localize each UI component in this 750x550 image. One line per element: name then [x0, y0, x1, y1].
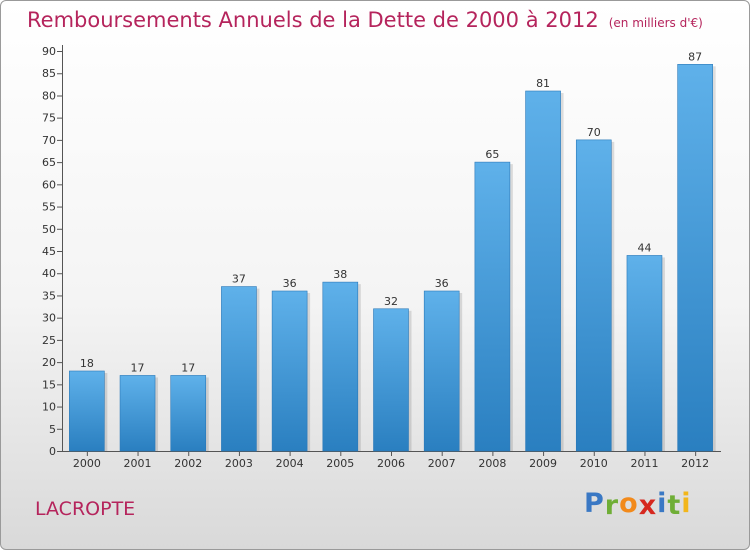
x-tick-label-2007: 2007: [428, 457, 456, 470]
y-tick-label: 80: [42, 89, 56, 102]
y-tick-label: 85: [42, 67, 56, 80]
value-label-2011: 44: [637, 241, 651, 254]
bar-2008: [474, 161, 511, 452]
value-label-2000: 18: [80, 357, 94, 370]
value-label-2007: 36: [435, 277, 449, 290]
x-tick-label-2002: 2002: [174, 457, 202, 470]
value-label-2001: 17: [131, 361, 145, 374]
value-label-2008: 65: [485, 148, 499, 161]
value-label-2012: 87: [688, 50, 702, 63]
y-tick-label: 30: [42, 312, 56, 325]
x-tick-label-2003: 2003: [225, 457, 253, 470]
y-tick-label: 70: [42, 134, 56, 147]
x-tick-label-2005: 2005: [326, 457, 354, 470]
bar-2011: [626, 255, 663, 452]
y-tick-label: 65: [42, 156, 56, 169]
y-tick-label: 25: [42, 334, 56, 347]
logo-letter: o: [619, 488, 639, 519]
y-tick-label: 35: [42, 289, 56, 302]
value-label-2009: 81: [536, 77, 550, 90]
chart-title: Remboursements Annuels de la Dette de 20…: [27, 8, 703, 32]
logo-letter: r: [604, 490, 620, 521]
x-tick-label-2000: 2000: [73, 457, 101, 470]
x-tick-label-2011: 2011: [630, 457, 658, 470]
title-main: Remboursements Annuels de la Dette de 20…: [27, 8, 599, 32]
y-tick-label: 50: [42, 223, 56, 236]
y-tick-label: 20: [42, 356, 56, 369]
x-tick-label-2006: 2006: [377, 457, 405, 470]
y-tick-label: 60: [42, 178, 56, 191]
bar-2002: [170, 375, 207, 452]
bar-2003: [221, 286, 257, 452]
bar-2012: [677, 64, 713, 452]
y-tick-label: 55: [42, 201, 56, 214]
bar-2006: [373, 308, 409, 452]
value-label-2005: 38: [333, 268, 347, 281]
value-label-2003: 37: [232, 273, 246, 286]
y-tick-label: 10: [42, 401, 56, 414]
bar-2005: [322, 281, 359, 452]
bar-2001: [119, 375, 156, 452]
y-tick-label: 15: [42, 378, 56, 391]
x-tick-label-2012: 2012: [681, 457, 709, 470]
x-tick-label-2010: 2010: [580, 457, 608, 470]
title-unit: (en milliers d'€): [608, 16, 703, 30]
x-tick-label-2008: 2008: [478, 457, 506, 470]
data-labels: 18 17 17 37 36 38 32 36 65 81 70 44 87: [80, 50, 702, 374]
value-label-2006: 32: [384, 295, 398, 308]
value-label-2004: 36: [283, 277, 297, 290]
bar-2004: [271, 290, 308, 452]
x-tick-label-2001: 2001: [124, 457, 152, 470]
y-tick-label: 90: [42, 45, 56, 58]
logo-letter: x: [638, 490, 658, 521]
y-tick-label: 45: [42, 245, 56, 258]
y-tick-label: 40: [42, 267, 56, 280]
bar-2007: [423, 290, 460, 452]
logo-letter: i: [681, 488, 692, 519]
proxiti-logo: Proxiti: [584, 488, 692, 521]
y-tick-label: 75: [42, 112, 56, 125]
logo-letter: P: [584, 488, 605, 519]
x-tick-label-2004: 2004: [276, 457, 304, 470]
bars: [69, 64, 716, 452]
y-tick-label: 5: [49, 423, 56, 436]
bar-2000: [69, 370, 105, 452]
x-tick-label-2009: 2009: [529, 457, 557, 470]
y-tick-label: 0: [49, 445, 56, 458]
bar-2009: [525, 90, 561, 452]
value-label-2002: 17: [181, 361, 195, 374]
bar-2010: [575, 139, 612, 452]
axes: 0 5 10 15 20 25 30 35 40 45 50 55 60 65 70 75 80 85 90 2000…: [42, 45, 721, 470]
logo-letter: i: [657, 488, 668, 519]
logo-letter: t: [667, 490, 682, 521]
value-label-2010: 70: [587, 126, 601, 139]
place-name: LACROPTE: [35, 498, 136, 520]
